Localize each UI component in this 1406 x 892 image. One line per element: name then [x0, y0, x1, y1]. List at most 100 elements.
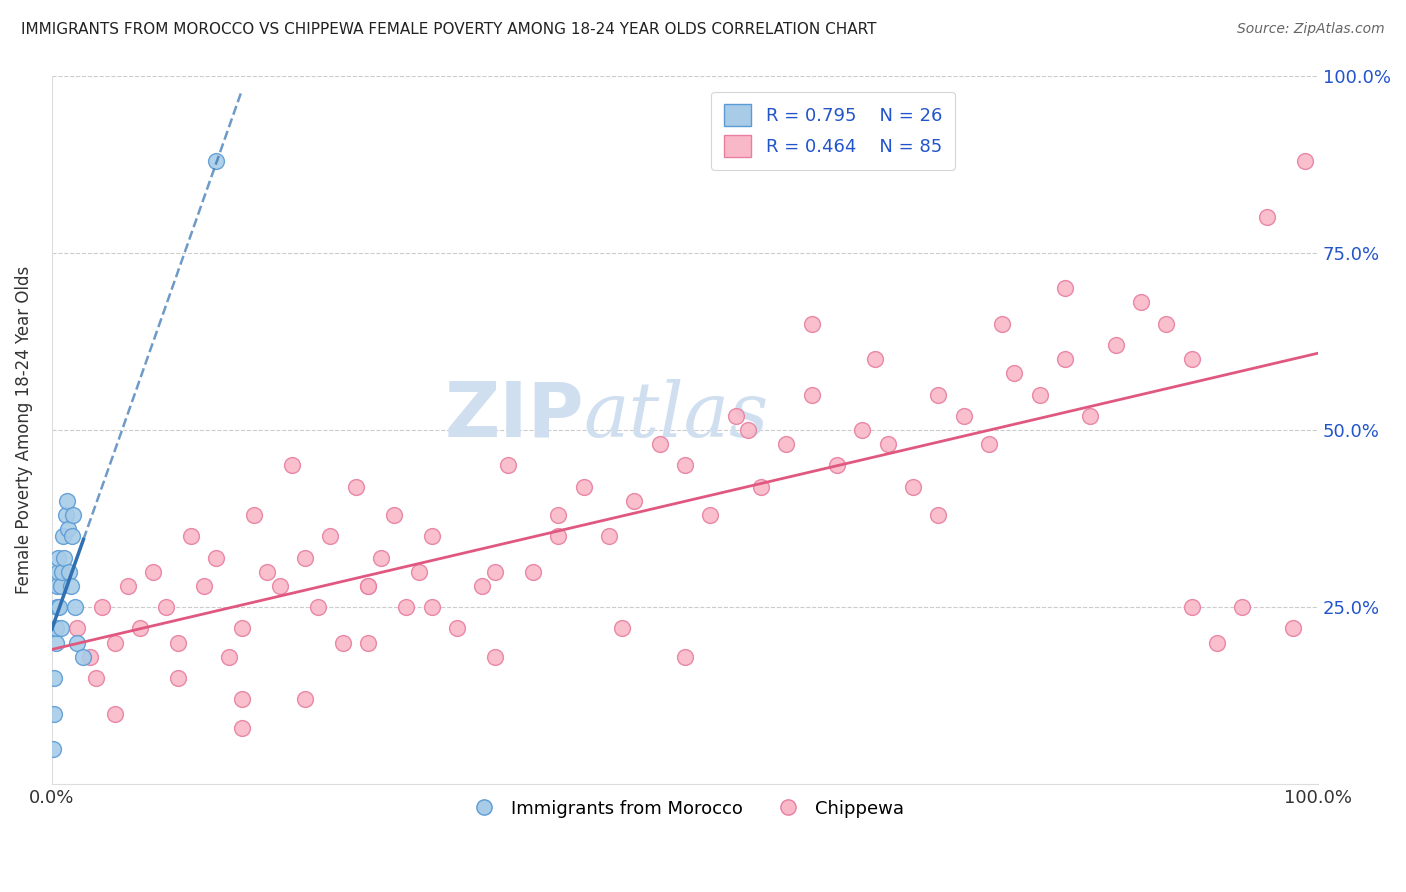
Point — [1205, 635, 1227, 649]
Point — [952, 409, 974, 423]
Point — [66, 635, 89, 649]
Point — [243, 508, 266, 522]
Point — [408, 565, 430, 579]
Y-axis label: Female Poverty Among 18-24 Year Olds: Female Poverty Among 18-24 Year Olds — [15, 266, 32, 594]
Point — [155, 600, 177, 615]
Point — [623, 494, 645, 508]
Point — [52, 529, 75, 543]
Text: IMMIGRANTS FROM MOROCCO VS CHIPPEWA FEMALE POVERTY AMONG 18-24 YEAR OLDS CORRELA: IMMIGRANTS FROM MOROCCO VS CHIPPEWA FEMA… — [21, 22, 876, 37]
Point — [800, 317, 823, 331]
Point — [91, 600, 114, 615]
Point — [344, 480, 367, 494]
Point — [218, 649, 240, 664]
Point — [1053, 281, 1076, 295]
Point — [307, 600, 329, 615]
Text: atlas: atlas — [583, 379, 769, 453]
Point — [205, 550, 228, 565]
Point — [332, 635, 354, 649]
Point — [737, 423, 759, 437]
Point — [484, 649, 506, 664]
Point — [59, 579, 82, 593]
Point — [357, 635, 380, 649]
Point — [357, 579, 380, 593]
Point — [1180, 600, 1202, 615]
Point — [648, 437, 671, 451]
Point — [42, 742, 65, 756]
Point — [382, 508, 405, 522]
Point — [269, 579, 291, 593]
Point — [62, 508, 84, 522]
Point — [1256, 211, 1278, 225]
Point — [294, 692, 316, 706]
Point — [471, 579, 494, 593]
Point — [749, 480, 772, 494]
Point — [55, 508, 77, 522]
Point — [104, 635, 127, 649]
Point — [775, 437, 797, 451]
Point — [673, 649, 696, 664]
Point — [58, 565, 80, 579]
Point — [1180, 352, 1202, 367]
Point — [673, 458, 696, 473]
Point — [1230, 600, 1253, 615]
Point — [45, 622, 67, 636]
Point — [44, 706, 66, 721]
Point — [1078, 409, 1101, 423]
Point — [319, 529, 342, 543]
Point — [129, 622, 152, 636]
Point — [990, 317, 1012, 331]
Point — [256, 565, 278, 579]
Point — [51, 565, 73, 579]
Point — [205, 153, 228, 168]
Text: Source: ZipAtlas.com: Source: ZipAtlas.com — [1237, 22, 1385, 37]
Point — [1154, 317, 1177, 331]
Point — [977, 437, 1000, 451]
Point — [420, 529, 443, 543]
Point — [53, 550, 76, 565]
Point — [46, 565, 69, 579]
Point — [610, 622, 633, 636]
Point — [1028, 387, 1050, 401]
Point — [167, 671, 190, 685]
Point — [56, 494, 79, 508]
Point — [851, 423, 873, 437]
Point — [167, 635, 190, 649]
Point — [357, 579, 380, 593]
Point — [1129, 295, 1152, 310]
Point — [863, 352, 886, 367]
Point — [927, 387, 949, 401]
Point — [800, 387, 823, 401]
Point — [395, 600, 418, 615]
Point — [231, 721, 253, 735]
Point — [1002, 366, 1025, 380]
Point — [84, 671, 107, 685]
Point — [1104, 338, 1126, 352]
Point — [104, 706, 127, 721]
Point — [142, 565, 165, 579]
Point — [496, 458, 519, 473]
Point — [45, 600, 67, 615]
Point — [547, 508, 569, 522]
Text: ZIP: ZIP — [444, 379, 583, 453]
Point — [48, 600, 70, 615]
Point — [370, 550, 392, 565]
Point — [231, 622, 253, 636]
Point — [825, 458, 848, 473]
Point — [901, 480, 924, 494]
Point — [598, 529, 620, 543]
Point — [180, 529, 202, 543]
Point — [49, 622, 72, 636]
Point — [58, 522, 80, 536]
Point — [281, 458, 304, 473]
Point — [1295, 153, 1317, 168]
Point — [46, 550, 69, 565]
Point — [724, 409, 747, 423]
Point — [60, 529, 83, 543]
Point — [699, 508, 721, 522]
Point — [45, 579, 67, 593]
Point — [420, 600, 443, 615]
Point — [446, 622, 468, 636]
Point — [484, 565, 506, 579]
Point — [72, 649, 94, 664]
Point — [927, 508, 949, 522]
